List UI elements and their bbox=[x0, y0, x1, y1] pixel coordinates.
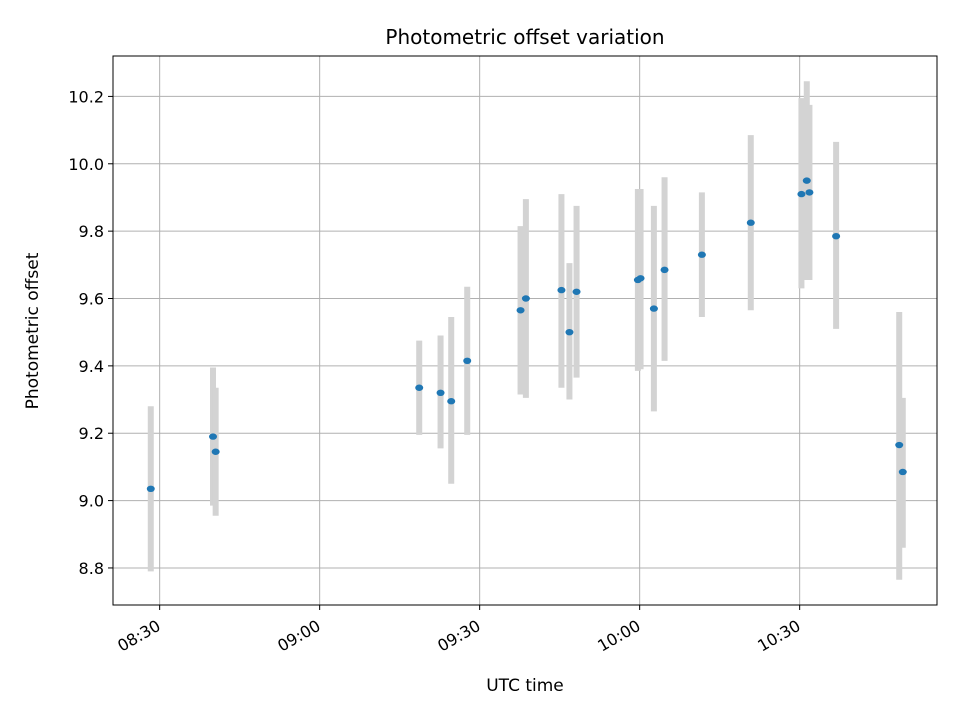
data-point bbox=[802, 177, 811, 184]
y-tick-label: 9.2 bbox=[79, 424, 104, 443]
y-tick-label: 10.2 bbox=[68, 87, 104, 106]
y-tick-label: 9.8 bbox=[79, 222, 104, 241]
data-point bbox=[649, 305, 658, 312]
data-point bbox=[660, 266, 669, 274]
data-point bbox=[436, 389, 445, 397]
chart-title: Photometric offset variation bbox=[385, 25, 664, 49]
data-points bbox=[146, 177, 907, 493]
data-point bbox=[898, 468, 907, 476]
data-point bbox=[211, 448, 220, 455]
data-point bbox=[572, 288, 581, 295]
y-tick-label: 9.6 bbox=[79, 290, 104, 309]
y-tick-label: 9.0 bbox=[79, 492, 104, 511]
x-axis-label: UTC time bbox=[486, 676, 564, 696]
data-point bbox=[746, 219, 755, 226]
y-axis-label: Photometric offset bbox=[23, 252, 43, 409]
data-point bbox=[146, 485, 155, 493]
data-point bbox=[521, 295, 530, 302]
y-axis-ticks: 8.8 9.0 9.2 9.4 9.6 9.8 10.0 10.2 bbox=[68, 87, 113, 578]
y-tick-label: 9.4 bbox=[79, 357, 104, 376]
data-point bbox=[797, 190, 806, 198]
data-point bbox=[209, 433, 217, 440]
data-point bbox=[697, 251, 706, 258]
data-point bbox=[832, 232, 841, 240]
data-point bbox=[636, 275, 645, 282]
data-point bbox=[415, 384, 424, 391]
data-point bbox=[516, 307, 525, 314]
plot-area-frame bbox=[112, 55, 938, 606]
data-point bbox=[565, 328, 574, 336]
data-point bbox=[447, 398, 456, 405]
data-point bbox=[895, 441, 904, 449]
data-point bbox=[557, 286, 566, 294]
data-point bbox=[463, 357, 472, 365]
y-tick-label: 8.8 bbox=[79, 559, 104, 578]
y-tick-label: 10.0 bbox=[68, 155, 104, 174]
data-point bbox=[805, 189, 814, 196]
